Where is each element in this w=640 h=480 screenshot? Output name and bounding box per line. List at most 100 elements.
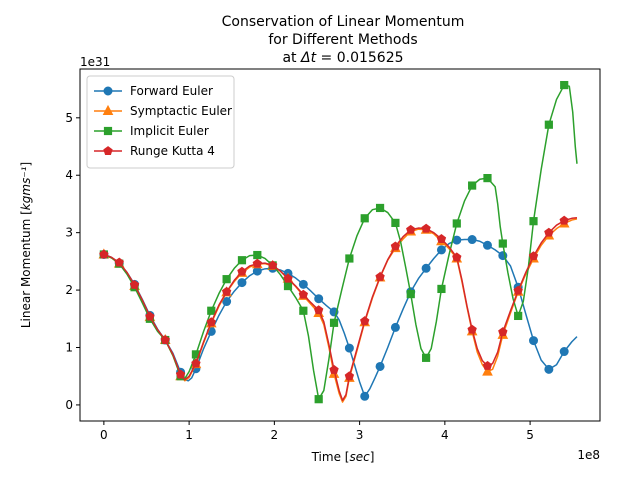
data-point	[344, 371, 355, 381]
data-point	[559, 215, 569, 225]
chart-title-line-2: for Different Methods	[268, 32, 417, 48]
data-point	[99, 249, 109, 259]
data-point	[436, 234, 447, 243]
x-axis-offset-text: 1e8	[577, 448, 600, 462]
data-point	[544, 120, 553, 129]
x-axis-label-bracket-close: ]	[370, 450, 375, 464]
data-point	[528, 251, 539, 261]
data-point	[560, 80, 569, 90]
x-tick-label: 0	[100, 428, 108, 442]
x-axis-label-bracket-open: [	[345, 450, 350, 464]
data-point	[345, 254, 354, 263]
data-point	[452, 219, 461, 228]
data-point	[360, 316, 370, 326]
legend-label: Symptactic Euler	[130, 104, 232, 118]
data-point	[513, 285, 523, 295]
data-point	[221, 286, 232, 296]
legend: Forward Euler Symptactic Euler Implicit Eu…	[86, 75, 235, 169]
y-axis-label: Linear Momentum [kgms⁻¹]	[19, 162, 33, 328]
data-point	[391, 218, 400, 227]
data-point	[482, 360, 493, 370]
y-tick-label: 2	[65, 283, 73, 297]
data-point	[529, 217, 538, 226]
data-point	[298, 279, 308, 289]
data-point	[129, 279, 140, 289]
data-point	[498, 327, 508, 336]
legend-label: Runge Kutta 4	[130, 144, 215, 158]
data-point	[237, 256, 247, 265]
data-point	[482, 365, 493, 376]
legend-marker	[102, 104, 114, 115]
series-layer	[98, 80, 578, 404]
data-point	[406, 224, 416, 234]
y-axis-offset-text: 1e31	[80, 55, 110, 69]
x-axis-label: Time [sec]	[311, 450, 375, 464]
series-line	[103, 218, 578, 403]
x-axis-ticks: 0 1 2 3 4 5	[100, 421, 534, 442]
data-point	[421, 223, 431, 233]
legend-marker	[103, 126, 113, 136]
data-point	[222, 275, 231, 284]
data-point	[421, 263, 431, 273]
x-axis-label-unit: sec	[349, 450, 370, 464]
y-tick-label: 4	[65, 168, 73, 182]
x-tick-label: 2	[271, 428, 279, 442]
data-point	[360, 391, 370, 401]
data-point	[482, 240, 492, 250]
data-point	[237, 278, 247, 288]
data-point	[375, 361, 385, 371]
data-point	[298, 289, 309, 299]
data-point	[498, 239, 507, 248]
data-point	[191, 358, 201, 368]
series-line	[103, 216, 578, 402]
y-axis-label-bracket-close: ]	[19, 162, 33, 167]
data-point	[360, 214, 369, 223]
data-point	[544, 364, 554, 374]
y-tick-label: 3	[65, 226, 73, 240]
data-point	[421, 353, 431, 362]
series-group	[99, 215, 578, 402]
plot-area	[79, 68, 601, 422]
legend-label: Forward Euler	[130, 84, 213, 98]
data-point	[544, 227, 554, 237]
legend-box	[86, 75, 235, 169]
data-point	[390, 322, 400, 332]
data-point	[468, 181, 477, 190]
y-tick-label: 5	[65, 111, 73, 125]
legend-marker	[103, 146, 113, 155]
data-point	[483, 174, 492, 183]
chart-title-prefix: at	[282, 50, 301, 66]
legend-label: Implicit Euler	[130, 124, 209, 138]
x-axis-label-text: Time	[311, 450, 345, 464]
data-point	[436, 245, 446, 255]
data-point	[283, 273, 293, 283]
data-point	[329, 318, 339, 327]
y-tick-label: 0	[65, 398, 73, 412]
chart-title-line-3: at Δt = 0.015625	[282, 50, 403, 66]
data-point	[437, 284, 446, 294]
x-tick-label: 5	[526, 428, 534, 442]
data-point	[145, 311, 155, 321]
data-point	[283, 281, 293, 291]
data-point	[206, 317, 216, 327]
data-point	[344, 343, 354, 353]
legend-marker	[103, 86, 113, 96]
data-point	[314, 305, 324, 315]
data-point	[452, 252, 462, 262]
x-tick-label: 1	[185, 428, 193, 442]
data-point	[406, 289, 415, 299]
data-point	[175, 369, 186, 379]
data-point	[467, 324, 477, 334]
chart-title-symbol: Δt	[300, 50, 317, 66]
x-tick-label: 3	[356, 428, 364, 442]
y-axis-label-unit: kgms⁻¹	[19, 166, 33, 210]
data-point	[467, 235, 477, 245]
data-point	[299, 306, 308, 315]
data-point	[252, 258, 262, 268]
chart-title-value: = 0.015625	[316, 50, 403, 66]
data-point	[375, 203, 385, 213]
x-tick-label: 4	[441, 428, 449, 442]
data-point	[375, 271, 385, 281]
data-point	[314, 294, 324, 304]
data-point	[390, 241, 401, 251]
